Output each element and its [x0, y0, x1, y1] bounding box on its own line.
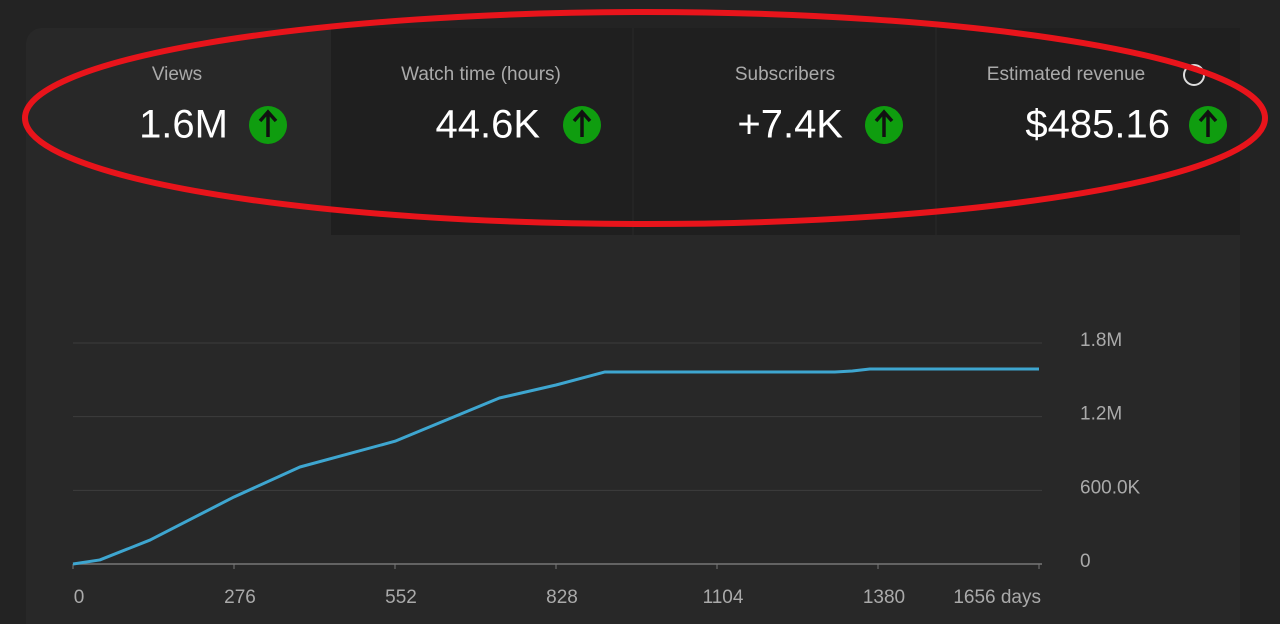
- metric-label: Views: [152, 64, 202, 85]
- x-tick-label: 552: [385, 587, 417, 608]
- up-arrow: [1198, 109, 1218, 137]
- up-arrow: [258, 109, 278, 137]
- metrics: Views 1.6M Watch time (hours) 44.6K Subscrib…: [139, 64, 1227, 147]
- chart: 0 600.0K 1.2M 1.8M 0 276 552 828 1104 1380 1656 da…: [72, 330, 1141, 608]
- data-line: [72, 367, 1039, 566]
- y-tick-label: 1.2M: [1080, 404, 1122, 425]
- metric-label: Watch time (hours): [401, 64, 561, 85]
- metric-value: $485.16: [1025, 103, 1170, 147]
- x-tick-label: 1656 days: [953, 587, 1041, 608]
- x-tick-label: 276: [224, 587, 256, 608]
- metric-card[interactable]: Subscribers +7.4K: [735, 64, 903, 147]
- metric-card[interactable]: Estimated revenue $485.16: [987, 64, 1227, 147]
- metric-cards-bg: [331, 28, 1240, 235]
- metric-card[interactable]: Views 1.6M: [139, 64, 287, 147]
- x-tick-label: 1104: [703, 587, 744, 608]
- x-tick-label: 0: [74, 587, 85, 608]
- metric-card[interactable]: Watch time (hours) 44.6K: [401, 64, 601, 147]
- x-tick-label: 828: [546, 587, 578, 608]
- metric-label: Estimated revenue: [987, 64, 1145, 85]
- y-tick-label: 600.0K: [1080, 477, 1141, 498]
- metric-value: +7.4K: [737, 103, 843, 147]
- x-tick-label: 1380: [863, 587, 905, 608]
- metric-value: 1.6M: [139, 103, 228, 147]
- y-tick-label: 1.8M: [1080, 330, 1122, 351]
- highlight-ellipse: [22, 9, 1268, 227]
- metric-label: Subscribers: [735, 64, 835, 85]
- up-arrow: [572, 109, 592, 137]
- y-tick-label: 0: [1080, 551, 1091, 572]
- metric-value: 44.6K: [435, 103, 540, 147]
- up-arrow: [874, 109, 894, 137]
